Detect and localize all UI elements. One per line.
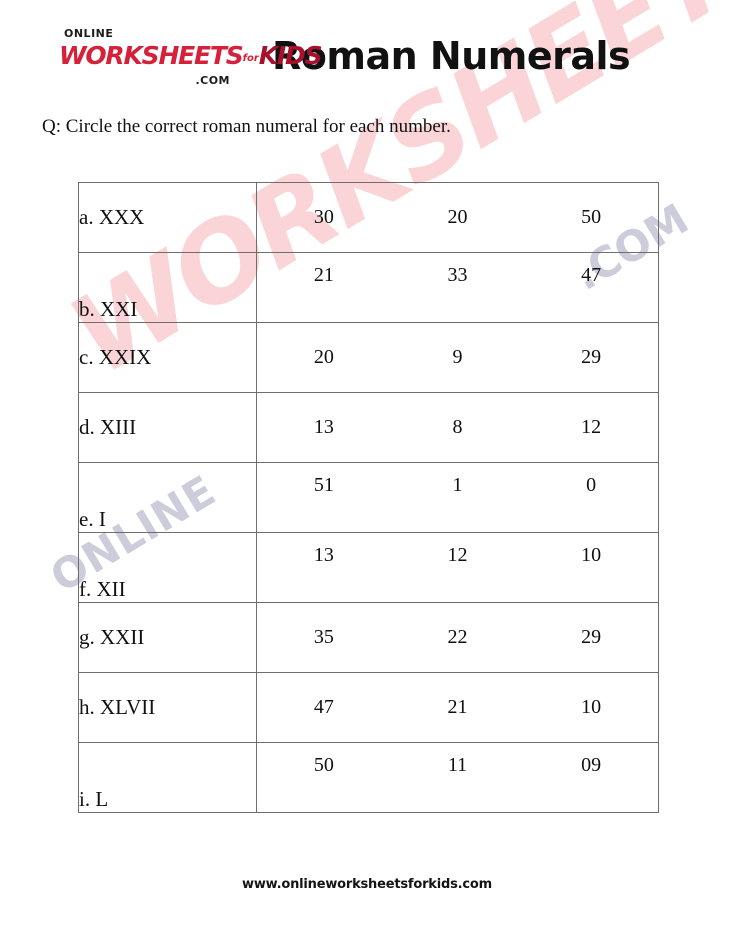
option-choice[interactable]: 47: [581, 264, 602, 286]
options-cell: 47 21 10: [256, 672, 659, 743]
option-choice[interactable]: 33: [447, 264, 468, 286]
options-row: 51 1 0: [257, 463, 658, 532]
numeral-cell: d. XIII: [78, 392, 257, 463]
option-choice[interactable]: 22: [447, 626, 468, 648]
options-cell: 35 22 29: [256, 602, 659, 673]
option-choice[interactable]: 35: [313, 626, 334, 648]
option-choice[interactable]: 29: [581, 626, 602, 648]
option-choice[interactable]: 9: [452, 346, 463, 368]
option-choice[interactable]: 0: [586, 474, 597, 496]
option-choice[interactable]: 29: [581, 346, 602, 368]
table-row: i. L 50 11 09: [78, 742, 659, 813]
option-choice[interactable]: 8: [452, 416, 463, 438]
footer-url[interactable]: www.onlineworksheetsforkids.com: [242, 877, 492, 892]
option-choice[interactable]: 50: [581, 206, 602, 228]
options-row: 50 11 09: [257, 743, 658, 812]
option-choice[interactable]: 1: [452, 474, 463, 496]
logo-main-label: WORKSHEETSforKIDS: [55, 41, 323, 71]
option-choice[interactable]: 47: [313, 696, 334, 718]
option-choice[interactable]: 09: [581, 754, 602, 776]
options-row: 13 8 12: [257, 393, 658, 462]
numeral-cell: c. XXIX: [78, 322, 257, 393]
option-choice[interactable]: 20: [447, 206, 468, 228]
table-row: d. XIII 13 8 12: [78, 392, 659, 463]
site-logo[interactable]: ONLINE WORKSHEETSforKIDS .COM: [55, 22, 323, 89]
numeral-cell: f. XII: [78, 532, 257, 603]
option-choice[interactable]: 51: [313, 474, 334, 496]
logo-online-label: ONLINE: [61, 26, 118, 41]
logo-worksheets-text: WORKSHEETS: [59, 41, 244, 70]
page-title: Roman Numerals: [272, 33, 631, 78]
options-cell: 30 20 50: [256, 182, 659, 253]
options-cell: 20 9 29: [256, 322, 659, 393]
numeral-cell: e. I: [78, 462, 257, 533]
option-choice[interactable]: 50: [313, 754, 334, 776]
numeral-cell: h. XLVII: [78, 672, 257, 743]
option-choice[interactable]: 13: [313, 544, 334, 566]
option-choice[interactable]: 10: [581, 544, 602, 566]
logo-for-text: for: [242, 53, 259, 64]
options-row: 47 21 10: [257, 673, 658, 742]
numeral-cell: i. L: [78, 742, 257, 813]
option-choice[interactable]: 12: [581, 416, 602, 438]
table-row: h. XLVII 47 21 10: [78, 672, 659, 743]
table-row: e. I 51 1 0: [78, 462, 659, 533]
option-choice[interactable]: 13: [313, 416, 334, 438]
options-row: 35 22 29: [257, 603, 658, 672]
table-row: a. XXX 30 20 50: [78, 182, 659, 253]
options-row: 21 33 47: [257, 253, 658, 322]
logo-com-wrap: .COM: [55, 71, 234, 89]
instruction-text: Q: Circle the correct roman numeral for …: [42, 116, 451, 137]
worksheet-table-body: a. XXX 30 20 50 b. XXI 21 33: [78, 182, 659, 813]
options-row: 30 20 50: [257, 183, 658, 252]
table-row: c. XXIX 20 9 29: [78, 322, 659, 393]
logo-kids-text: KIDS: [258, 41, 323, 70]
options-cell: 21 33 47: [256, 252, 659, 323]
option-choice[interactable]: 21: [313, 264, 334, 286]
worksheet-table-wrapper: a. XXX 30 20 50 b. XXI 21 33: [0, 182, 734, 813]
option-choice[interactable]: 12: [447, 544, 468, 566]
numeral-cell: g. XXII: [78, 602, 257, 673]
options-cell: 13 8 12: [256, 392, 659, 463]
options-cell: 50 11 09: [256, 742, 659, 813]
worksheet-header: ONLINE WORKSHEETSforKIDS .COM Roman Nume…: [0, 0, 734, 89]
logo-com-label: .COM: [191, 73, 234, 88]
numeral-cell: a. XXX: [78, 182, 257, 253]
numeral-cell: b. XXI: [78, 252, 257, 323]
table-row: b. XXI 21 33 47: [78, 252, 659, 323]
worksheet-table: a. XXX 30 20 50 b. XXI 21 33: [78, 182, 659, 813]
options-row: 13 12 10: [257, 533, 658, 602]
option-choice[interactable]: 30: [313, 206, 334, 228]
option-choice[interactable]: 10: [581, 696, 602, 718]
table-row: g. XXII 35 22 29: [78, 602, 659, 673]
options-cell: 13 12 10: [256, 532, 659, 603]
option-choice[interactable]: 21: [447, 696, 468, 718]
option-choice[interactable]: 11: [447, 754, 468, 776]
options-cell: 51 1 0: [256, 462, 659, 533]
options-row: 20 9 29: [257, 323, 658, 392]
table-row: f. XII 13 12 10: [78, 532, 659, 603]
option-choice[interactable]: 20: [313, 346, 334, 368]
